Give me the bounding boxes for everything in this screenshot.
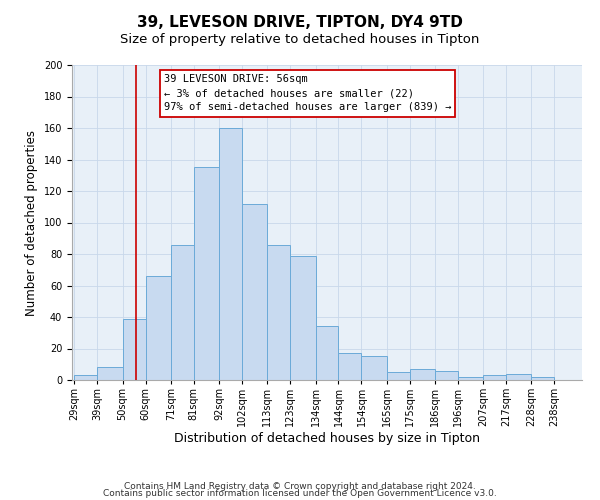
Bar [242, 204, 267, 380]
Bar [122, 318, 146, 380]
Bar [146, 276, 171, 380]
Bar [435, 370, 458, 380]
Bar [219, 128, 242, 380]
Text: 39, LEVESON DRIVE, TIPTON, DY4 9TD: 39, LEVESON DRIVE, TIPTON, DY4 9TD [137, 15, 463, 30]
Text: Size of property relative to detached houses in Tipton: Size of property relative to detached ho… [121, 32, 479, 46]
Bar [338, 353, 361, 380]
Text: Contains HM Land Registry data © Crown copyright and database right 2024.: Contains HM Land Registry data © Crown c… [124, 482, 476, 491]
Text: 39 LEVESON DRIVE: 56sqm
← 3% of detached houses are smaller (22)
97% of semi-det: 39 LEVESON DRIVE: 56sqm ← 3% of detached… [164, 74, 451, 112]
Bar [316, 326, 338, 380]
Bar [410, 369, 435, 380]
Bar [387, 372, 410, 380]
Bar [194, 168, 219, 380]
X-axis label: Distribution of detached houses by size in Tipton: Distribution of detached houses by size … [174, 432, 480, 445]
Bar [458, 377, 483, 380]
Y-axis label: Number of detached properties: Number of detached properties [25, 130, 38, 316]
Bar [97, 368, 122, 380]
Text: Contains public sector information licensed under the Open Government Licence v3: Contains public sector information licen… [103, 490, 497, 498]
Bar [74, 376, 97, 380]
Bar [267, 244, 290, 380]
Bar [506, 374, 532, 380]
Bar [483, 376, 506, 380]
Bar [290, 256, 316, 380]
Bar [171, 244, 194, 380]
Bar [532, 377, 554, 380]
Bar [361, 356, 387, 380]
